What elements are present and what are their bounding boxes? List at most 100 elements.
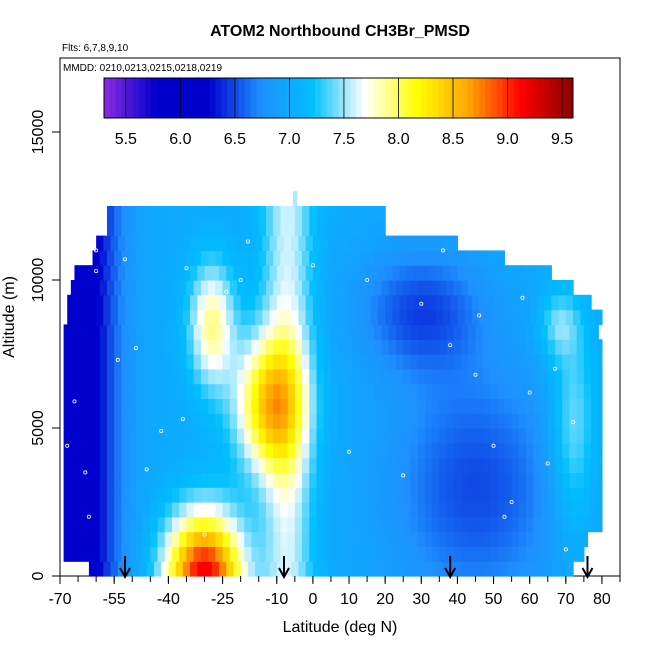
colorbar-segment <box>485 78 492 118</box>
heatmap-cell <box>432 531 440 547</box>
heatmap-cell <box>554 516 563 533</box>
heatmap-cell <box>265 487 274 503</box>
heatmap-cell <box>204 294 213 311</box>
heatmap-cell <box>421 309 430 325</box>
heatmap-cell <box>475 354 484 370</box>
heatmap-cell <box>381 280 390 296</box>
sample-point <box>267 325 272 330</box>
heatmap-cell <box>576 531 585 547</box>
heatmap-cell <box>432 250 440 266</box>
heatmap-cell <box>475 280 484 296</box>
heatmap-cell <box>298 309 307 325</box>
heatmap-cell <box>410 457 419 473</box>
heatmap-cell <box>215 428 224 444</box>
heatmap-cell <box>273 324 281 340</box>
heatmap-cell <box>280 339 289 355</box>
heatmap-cell <box>446 324 455 340</box>
heatmap-cell <box>258 531 267 547</box>
heatmap-cell <box>446 546 455 562</box>
heatmap-cell <box>233 235 242 251</box>
heatmap-cell <box>186 531 195 547</box>
heatmap-cell <box>316 546 325 562</box>
heatmap-cell <box>276 265 285 281</box>
heatmap-cell <box>215 487 224 503</box>
heatmap-cell <box>497 516 505 533</box>
heatmap-cell <box>489 250 498 266</box>
heatmap-cell <box>377 235 386 251</box>
heatmap-cell <box>280 546 289 562</box>
heatmap-cell <box>233 309 242 325</box>
heatmap-cell <box>558 561 567 577</box>
heatmap-cell <box>446 354 455 370</box>
heatmap-cell <box>258 280 267 296</box>
heatmap-cell <box>330 398 339 414</box>
heatmap-cell <box>110 561 119 577</box>
heatmap-cell <box>316 531 325 547</box>
heatmap-cell <box>381 531 390 547</box>
heatmap-cell <box>432 368 440 385</box>
colorbar-segment <box>555 78 562 118</box>
heatmap-cell <box>273 442 281 459</box>
heatmap-cell <box>273 472 281 488</box>
heatmap-cell <box>323 368 332 385</box>
heatmap-cell <box>461 472 469 488</box>
heatmap-cell <box>161 294 169 311</box>
heatmap-cell <box>305 561 314 577</box>
heatmap-cell <box>302 324 310 340</box>
heatmap-cell <box>493 309 502 325</box>
heatmap-cell <box>591 516 599 533</box>
heatmap-cell <box>482 368 491 385</box>
heatmap-cell <box>128 354 137 370</box>
heatmap-cell <box>197 235 206 251</box>
heatmap-cell <box>381 368 390 385</box>
heatmap-cell <box>85 383 94 399</box>
heatmap-cell <box>345 413 354 429</box>
heatmap-cell <box>302 428 310 444</box>
heatmap-cell <box>229 368 238 385</box>
heatmap-cell <box>359 250 368 266</box>
heatmap-cell <box>99 398 108 414</box>
heatmap-cell <box>432 516 440 533</box>
heatmap-cell <box>338 354 347 370</box>
heatmap-cell <box>486 294 495 311</box>
heatmap-cell <box>573 294 581 311</box>
heatmap-cell <box>569 502 578 518</box>
heatmap-cell <box>341 309 350 325</box>
heatmap-cell <box>489 472 498 488</box>
heatmap-cell <box>280 428 289 444</box>
heatmap-cell <box>193 413 202 429</box>
heatmap-cell <box>291 265 300 281</box>
heatmap-cell <box>146 235 155 251</box>
heatmap-cell <box>251 383 260 399</box>
heatmap-cell <box>164 457 173 473</box>
heatmap-cell <box>135 280 144 296</box>
colorbar-segment <box>180 78 187 118</box>
heatmap-cell <box>193 531 202 547</box>
heatmap-cell <box>208 206 216 222</box>
heatmap-cell <box>309 487 318 503</box>
heatmap-cell <box>157 457 166 473</box>
heatmap-cell <box>222 324 231 340</box>
heatmap-cell <box>540 531 549 547</box>
heatmap-cell <box>554 368 563 385</box>
heatmap-cell <box>439 457 448 473</box>
heatmap-cell <box>493 294 502 311</box>
heatmap-cell <box>432 383 440 399</box>
colorbar-segment <box>221 78 228 118</box>
heatmap-cell <box>81 309 90 325</box>
heatmap-cell <box>442 309 451 325</box>
heatmap-cell <box>403 516 412 533</box>
heatmap-cell <box>63 428 72 444</box>
colorbar-segment <box>297 78 304 118</box>
heatmap-cell <box>598 398 603 414</box>
heatmap-cell <box>345 250 354 266</box>
heatmap-cell <box>309 339 318 355</box>
heatmap-cell <box>475 531 484 547</box>
heatmap-cell <box>251 516 260 533</box>
heatmap-cell <box>273 398 281 414</box>
heatmap-cell <box>70 516 79 533</box>
heatmap-cell <box>186 457 195 473</box>
heatmap-cell <box>251 428 260 444</box>
heatmap-cell <box>504 428 513 444</box>
sample-point <box>509 499 514 504</box>
